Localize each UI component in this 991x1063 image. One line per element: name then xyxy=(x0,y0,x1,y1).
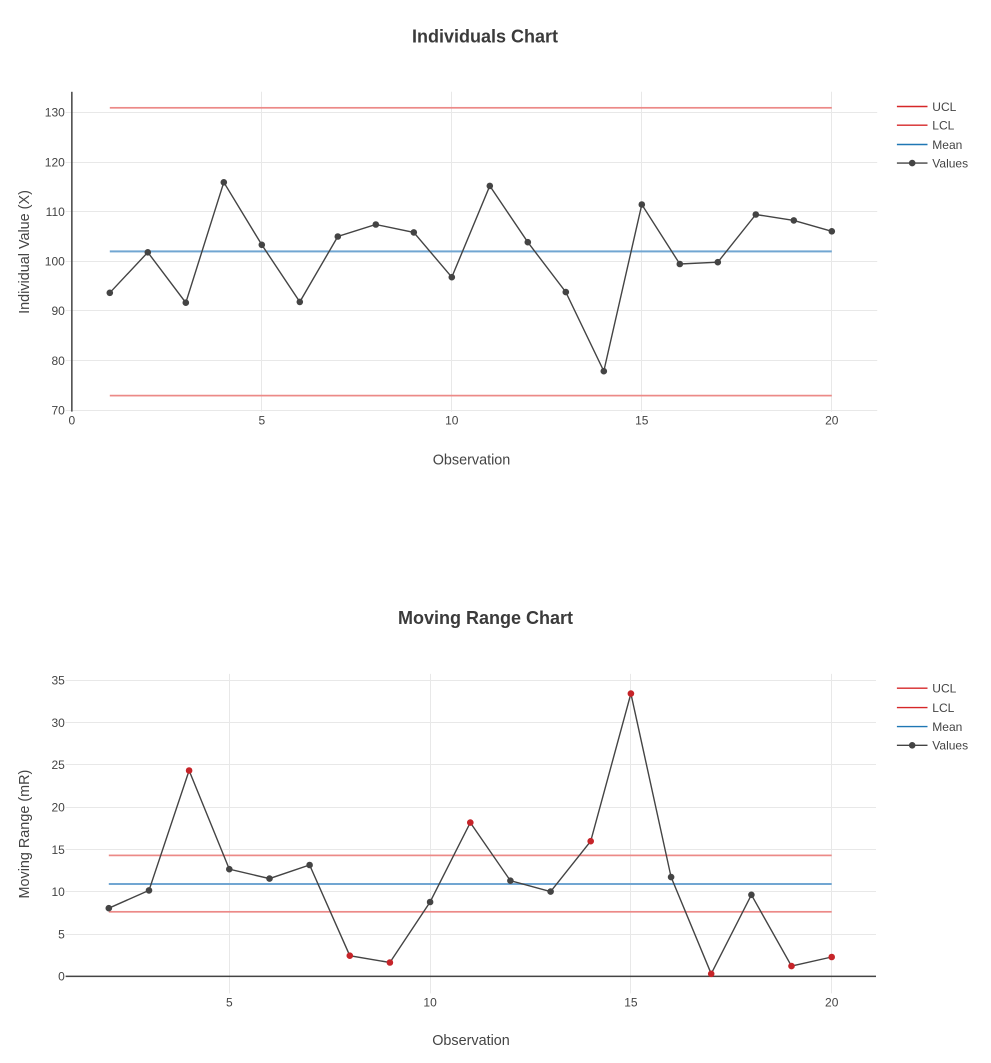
svg-text:15: 15 xyxy=(51,843,65,857)
svg-text:0: 0 xyxy=(58,970,65,984)
svg-text:Observation: Observation xyxy=(432,1033,510,1049)
svg-text:20: 20 xyxy=(825,996,839,1010)
svg-text:0: 0 xyxy=(68,413,75,427)
svg-text:Moving Range Chart: Moving Range Chart xyxy=(398,608,573,628)
svg-text:70: 70 xyxy=(51,403,65,417)
svg-text:90: 90 xyxy=(51,304,65,318)
svg-text:10: 10 xyxy=(423,996,437,1010)
svg-text:120: 120 xyxy=(45,155,65,169)
svg-text:100: 100 xyxy=(45,255,65,269)
svg-text:15: 15 xyxy=(635,413,649,427)
svg-text:10: 10 xyxy=(445,413,459,427)
svg-text:130: 130 xyxy=(45,106,65,120)
svg-text:30: 30 xyxy=(51,716,65,730)
svg-text:Individuals Chart: Individuals Chart xyxy=(412,26,558,46)
svg-text:LCL: LCL xyxy=(932,701,954,715)
svg-text:5: 5 xyxy=(226,996,233,1010)
svg-text:25: 25 xyxy=(51,758,65,772)
svg-text:15: 15 xyxy=(624,996,638,1010)
svg-text:5: 5 xyxy=(258,413,265,427)
svg-text:110: 110 xyxy=(46,205,65,219)
svg-text:80: 80 xyxy=(51,354,65,368)
svg-text:Moving Range (mR): Moving Range (mR) xyxy=(17,770,33,899)
svg-text:LCL: LCL xyxy=(932,119,954,133)
svg-text:Mean: Mean xyxy=(932,720,962,734)
svg-text:Observation: Observation xyxy=(433,453,511,469)
svg-text:UCL: UCL xyxy=(932,100,956,114)
svg-text:10: 10 xyxy=(51,885,65,899)
svg-text:20: 20 xyxy=(51,801,65,815)
svg-text:35: 35 xyxy=(51,674,65,688)
svg-text:Individual Value (X): Individual Value (X) xyxy=(17,190,33,314)
svg-text:Values: Values xyxy=(932,156,968,170)
svg-text:Mean: Mean xyxy=(932,138,962,152)
svg-text:20: 20 xyxy=(825,413,839,427)
svg-text:UCL: UCL xyxy=(932,682,956,696)
svg-text:5: 5 xyxy=(58,927,65,941)
svg-text:Values: Values xyxy=(932,739,968,753)
